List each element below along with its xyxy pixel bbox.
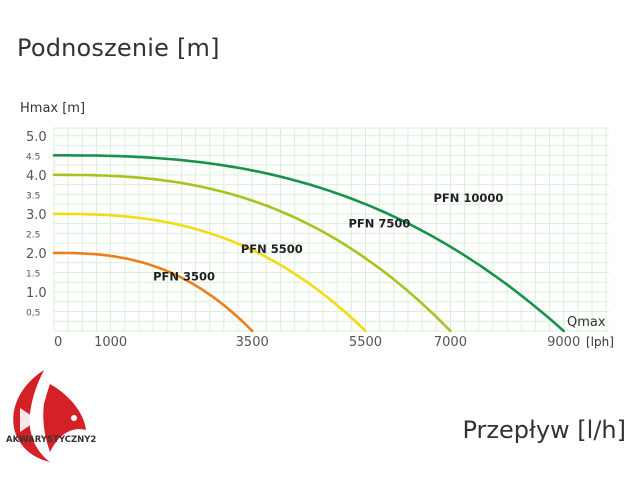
- chart-series-labels: PFN 3500 PFN 5500 PFN 7500 PFN 10000: [153, 191, 503, 283]
- y-tick-label: 3.5: [26, 191, 40, 201]
- x-tick-label: 0: [54, 335, 62, 350]
- series-line-pfn-5500: [52, 212, 367, 333]
- y-tick-label: 2.5: [26, 230, 40, 240]
- series-label-pfn-10000: PFN 10000: [433, 191, 503, 205]
- y-tick-label: 4.0: [26, 169, 47, 184]
- series-label-pfn-7500: PFN 7500: [348, 217, 410, 231]
- y-tick-label: 1.0: [26, 286, 47, 301]
- page-title: Podnoszenie [m]: [17, 34, 220, 62]
- chart-axes: Hmax [m] Qmax [lph] 5.0 4.5 4.0 3.5 3.0 2.5 2.…: [20, 101, 614, 350]
- x-axis-unit: [lph]: [586, 335, 614, 349]
- y-tick-label: 0,5: [26, 308, 40, 318]
- brand-name: AKWARYSTYCZNY24: [6, 435, 96, 445]
- y-tick-label: 3.0: [26, 208, 47, 223]
- y-tick-label: 2.0: [26, 247, 47, 262]
- x-tick-label: 3500: [236, 335, 269, 350]
- series-line-pfn-3500: [52, 251, 254, 333]
- y-axis-label: Hmax [m]: [20, 101, 85, 116]
- brand-logo: AKWARYSTYCZNY24: [6, 370, 96, 462]
- series-line-pfn-10000: [52, 154, 565, 333]
- x-axis-label: Qmax: [567, 315, 606, 330]
- y-tick-label: 5.0: [26, 130, 47, 145]
- flow-axis-caption: Przepływ [l/h]: [462, 416, 627, 444]
- chart-curves: [52, 154, 565, 333]
- x-tick-label: 5500: [349, 335, 382, 350]
- fish-logo-icon: [13, 370, 86, 462]
- x-tick-label: 1000: [94, 335, 127, 350]
- series-label-pfn-3500: PFN 3500: [153, 269, 215, 283]
- y-tick-label: 4.5: [26, 152, 40, 162]
- y-tick-label: 1.5: [26, 269, 40, 279]
- series-line-pfn-7500: [52, 173, 452, 333]
- chart-grid: [53, 127, 609, 332]
- series-label-pfn-5500: PFN 5500: [241, 242, 303, 256]
- x-tick-label: 7000: [434, 335, 467, 350]
- x-tick-label: 9000: [547, 335, 580, 350]
